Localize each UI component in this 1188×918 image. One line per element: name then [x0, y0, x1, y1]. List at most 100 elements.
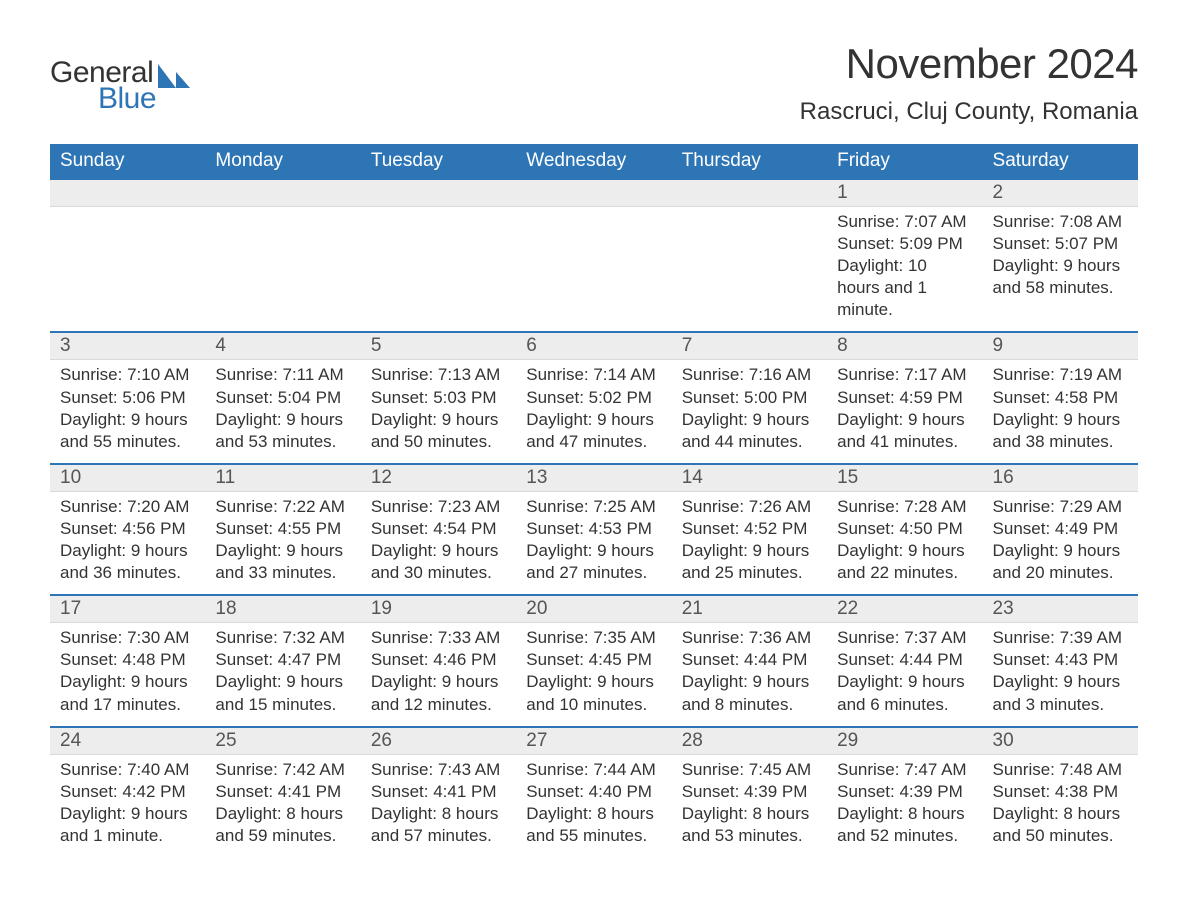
- daylight-line: Daylight: 9 hours and 30 minutes.: [371, 540, 506, 584]
- daylight-line: Daylight: 8 hours and 53 minutes.: [682, 803, 817, 847]
- daylight-line: Daylight: 9 hours and 38 minutes.: [993, 409, 1128, 453]
- sunset-line: Sunset: 5:07 PM: [993, 233, 1128, 255]
- sunset-line: Sunset: 4:50 PM: [837, 518, 972, 540]
- calendar-cell: 5Sunrise: 7:13 AMSunset: 5:03 PMDaylight…: [361, 331, 516, 462]
- day-number: 7: [672, 331, 827, 360]
- weekday-header: Thursday: [672, 144, 827, 178]
- daylight-line: Daylight: 8 hours and 52 minutes.: [837, 803, 972, 847]
- sunset-line: Sunset: 4:58 PM: [993, 387, 1128, 409]
- sunrise-line: Sunrise: 7:10 AM: [60, 364, 195, 386]
- sunrise-line: Sunrise: 7:35 AM: [526, 627, 661, 649]
- day-number: 8: [827, 331, 982, 360]
- day-details: Sunrise: 7:48 AMSunset: 4:38 PMDaylight:…: [983, 755, 1138, 857]
- sunrise-line: Sunrise: 7:26 AM: [682, 496, 817, 518]
- day-number: 5: [361, 331, 516, 360]
- day-number: 28: [672, 726, 827, 755]
- page-header: General Blue November 2024 Rascruci, Clu…: [50, 40, 1138, 126]
- calendar-cell: 4Sunrise: 7:11 AMSunset: 5:04 PMDaylight…: [205, 331, 360, 462]
- calendar-cell: 20Sunrise: 7:35 AMSunset: 4:45 PMDayligh…: [516, 594, 671, 725]
- sunrise-line: Sunrise: 7:07 AM: [837, 211, 972, 233]
- daylight-line: Daylight: 9 hours and 6 minutes.: [837, 671, 972, 715]
- calendar-cell: 16Sunrise: 7:29 AMSunset: 4:49 PMDayligh…: [983, 463, 1138, 594]
- daylight-line: Daylight: 9 hours and 12 minutes.: [371, 671, 506, 715]
- sunrise-line: Sunrise: 7:37 AM: [837, 627, 972, 649]
- daylight-line: Daylight: 9 hours and 53 minutes.: [215, 409, 350, 453]
- day-number: 15: [827, 463, 982, 492]
- sunrise-line: Sunrise: 7:33 AM: [371, 627, 506, 649]
- weekday-header: Monday: [205, 144, 360, 178]
- sunset-line: Sunset: 4:48 PM: [60, 649, 195, 671]
- logo-text-blue: Blue: [98, 84, 156, 114]
- daylight-line: Daylight: 10 hours and 1 minute.: [837, 255, 972, 321]
- sunset-line: Sunset: 4:53 PM: [526, 518, 661, 540]
- calendar-cell: 21Sunrise: 7:36 AMSunset: 4:44 PMDayligh…: [672, 594, 827, 725]
- weekday-header: Wednesday: [516, 144, 671, 178]
- day-number: 1: [827, 178, 982, 207]
- day-details: Sunrise: 7:16 AMSunset: 5:00 PMDaylight:…: [672, 360, 827, 462]
- calendar-cell: 9Sunrise: 7:19 AMSunset: 4:58 PMDaylight…: [983, 331, 1138, 462]
- day-number: 26: [361, 726, 516, 755]
- sunset-line: Sunset: 4:46 PM: [371, 649, 506, 671]
- day-details: Sunrise: 7:40 AMSunset: 4:42 PMDaylight:…: [50, 755, 205, 857]
- daylight-line: Daylight: 9 hours and 36 minutes.: [60, 540, 195, 584]
- sunset-line: Sunset: 4:41 PM: [215, 781, 350, 803]
- day-number: 20: [516, 594, 671, 623]
- calendar-cell: 3Sunrise: 7:10 AMSunset: 5:06 PMDaylight…: [50, 331, 205, 462]
- day-details: Sunrise: 7:35 AMSunset: 4:45 PMDaylight:…: [516, 623, 671, 725]
- calendar-row: 3Sunrise: 7:10 AMSunset: 5:06 PMDaylight…: [50, 331, 1138, 462]
- sunrise-line: Sunrise: 7:47 AM: [837, 759, 972, 781]
- sunrise-line: Sunrise: 7:25 AM: [526, 496, 661, 518]
- day-number-empty: [672, 178, 827, 207]
- daylight-line: Daylight: 8 hours and 50 minutes.: [993, 803, 1128, 847]
- calendar-cell: 11Sunrise: 7:22 AMSunset: 4:55 PMDayligh…: [205, 463, 360, 594]
- day-number: 11: [205, 463, 360, 492]
- calendar-cell: 29Sunrise: 7:47 AMSunset: 4:39 PMDayligh…: [827, 726, 982, 857]
- daylight-line: Daylight: 9 hours and 20 minutes.: [993, 540, 1128, 584]
- day-details: Sunrise: 7:25 AMSunset: 4:53 PMDaylight:…: [516, 492, 671, 594]
- calendar-cell: 2Sunrise: 7:08 AMSunset: 5:07 PMDaylight…: [983, 178, 1138, 331]
- day-number-empty: [516, 178, 671, 207]
- calendar-cell: 22Sunrise: 7:37 AMSunset: 4:44 PMDayligh…: [827, 594, 982, 725]
- day-details: Sunrise: 7:45 AMSunset: 4:39 PMDaylight:…: [672, 755, 827, 857]
- daylight-line: Daylight: 9 hours and 10 minutes.: [526, 671, 661, 715]
- title-block: November 2024 Rascruci, Cluj County, Rom…: [800, 40, 1138, 126]
- sunset-line: Sunset: 4:45 PM: [526, 649, 661, 671]
- sunset-line: Sunset: 4:42 PM: [60, 781, 195, 803]
- sunset-line: Sunset: 5:00 PM: [682, 387, 817, 409]
- daylight-line: Daylight: 9 hours and 22 minutes.: [837, 540, 972, 584]
- day-number: 19: [361, 594, 516, 623]
- day-number-empty: [205, 178, 360, 207]
- calendar-cell: 12Sunrise: 7:23 AMSunset: 4:54 PMDayligh…: [361, 463, 516, 594]
- weekday-header: Friday: [827, 144, 982, 178]
- calendar-table: Sunday Monday Tuesday Wednesday Thursday…: [50, 144, 1138, 857]
- daylight-line: Daylight: 9 hours and 1 minute.: [60, 803, 195, 847]
- calendar-cell: 1Sunrise: 7:07 AMSunset: 5:09 PMDaylight…: [827, 178, 982, 331]
- calendar-cell: 28Sunrise: 7:45 AMSunset: 4:39 PMDayligh…: [672, 726, 827, 857]
- day-details: Sunrise: 7:13 AMSunset: 5:03 PMDaylight:…: [361, 360, 516, 462]
- daylight-line: Daylight: 8 hours and 55 minutes.: [526, 803, 661, 847]
- daylight-line: Daylight: 9 hours and 50 minutes.: [371, 409, 506, 453]
- day-number: 25: [205, 726, 360, 755]
- day-number: 17: [50, 594, 205, 623]
- sunrise-line: Sunrise: 7:32 AM: [215, 627, 350, 649]
- sunrise-line: Sunrise: 7:20 AM: [60, 496, 195, 518]
- location-subtitle: Rascruci, Cluj County, Romania: [800, 98, 1138, 126]
- sunset-line: Sunset: 5:03 PM: [371, 387, 506, 409]
- day-details: Sunrise: 7:39 AMSunset: 4:43 PMDaylight:…: [983, 623, 1138, 725]
- day-number: 14: [672, 463, 827, 492]
- calendar-cell: 14Sunrise: 7:26 AMSunset: 4:52 PMDayligh…: [672, 463, 827, 594]
- sunset-line: Sunset: 4:54 PM: [371, 518, 506, 540]
- day-details: Sunrise: 7:07 AMSunset: 5:09 PMDaylight:…: [827, 207, 982, 331]
- calendar-cell: 17Sunrise: 7:30 AMSunset: 4:48 PMDayligh…: [50, 594, 205, 725]
- calendar-row: 1Sunrise: 7:07 AMSunset: 5:09 PMDaylight…: [50, 178, 1138, 331]
- weekday-header-row: Sunday Monday Tuesday Wednesday Thursday…: [50, 144, 1138, 178]
- sunset-line: Sunset: 4:44 PM: [837, 649, 972, 671]
- day-number: 16: [983, 463, 1138, 492]
- sunset-line: Sunset: 5:02 PM: [526, 387, 661, 409]
- sunset-line: Sunset: 5:09 PM: [837, 233, 972, 255]
- sunrise-line: Sunrise: 7:13 AM: [371, 364, 506, 386]
- day-details: Sunrise: 7:30 AMSunset: 4:48 PMDaylight:…: [50, 623, 205, 725]
- day-number: 18: [205, 594, 360, 623]
- daylight-line: Daylight: 9 hours and 3 minutes.: [993, 671, 1128, 715]
- sunrise-line: Sunrise: 7:29 AM: [993, 496, 1128, 518]
